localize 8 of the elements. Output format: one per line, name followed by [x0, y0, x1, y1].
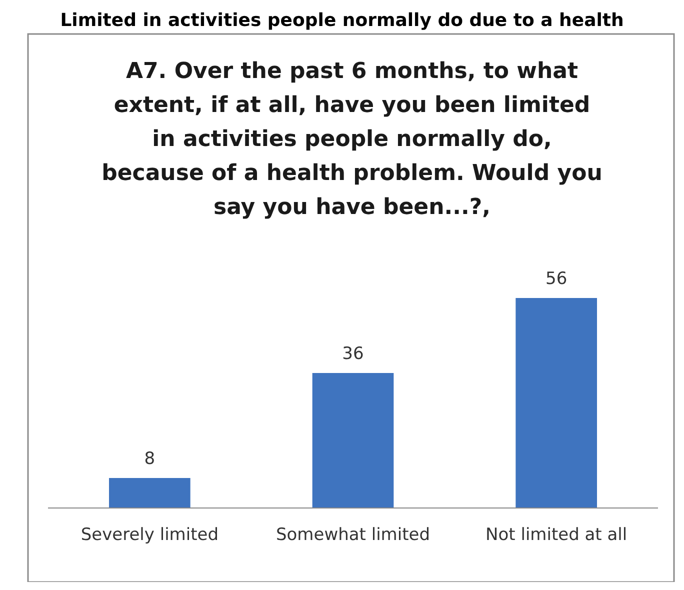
data-label: 56	[546, 269, 568, 289]
data-label: 8	[144, 449, 156, 469]
chart-title: Limited in activities people normally do due to a health	[60, 10, 624, 31]
chart-subtitle: A7. Over the past 6 months, to what extent, if at all, have you been limited in activities people normally do, because of a health problem. Would you say you have been...?,	[102, 59, 602, 220]
x-tick-label: Somewhat limited	[276, 525, 430, 545]
x-tick-label: Severely limited	[80, 525, 219, 545]
x-tick-label: Not limited at all	[486, 525, 628, 545]
data-label: 36	[342, 344, 364, 364]
